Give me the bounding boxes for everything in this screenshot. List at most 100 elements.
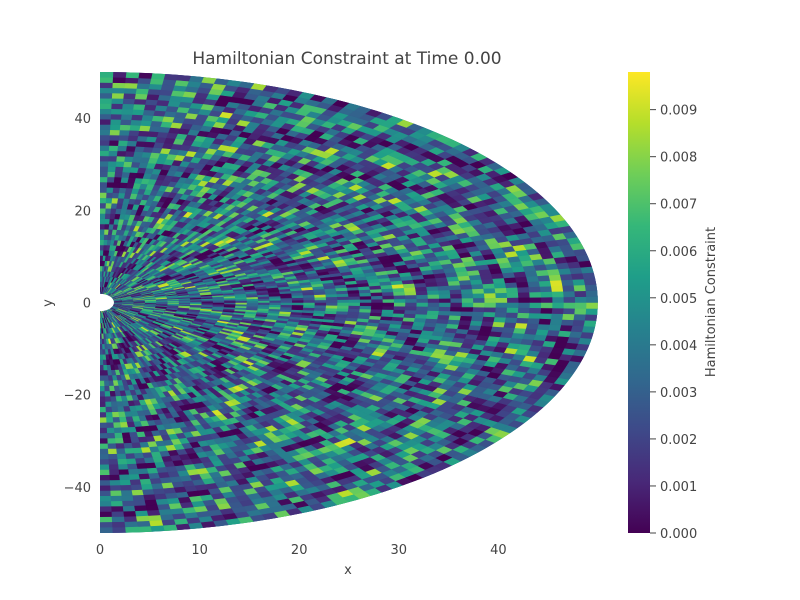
- heatmap-cell: [119, 182, 128, 189]
- heatmap-cell: [107, 438, 117, 445]
- heatmap-cell: [133, 500, 147, 507]
- heatmap-cell: [450, 306, 463, 312]
- heatmap-cell: [539, 285, 553, 293]
- heatmap-cell: [416, 298, 429, 303]
- heatmap-cell: [107, 165, 116, 173]
- heatmap-cell: [550, 285, 564, 292]
- heatmap-cell: [116, 448, 127, 455]
- heatmap-cell: [113, 176, 122, 183]
- heatmap-cell: [537, 274, 551, 282]
- heatmap-cell: [117, 192, 126, 199]
- heatmap-cell: [483, 292, 497, 299]
- heatmap-cell: [529, 296, 542, 303]
- heatmap-cell: [134, 93, 148, 100]
- heatmap-cell: [129, 166, 139, 174]
- heatmap-cell: [427, 302, 440, 307]
- heatmap-cell: [469, 320, 484, 327]
- heatmap-cell: [438, 289, 451, 295]
- heatmap-cell: [529, 291, 542, 298]
- heatmap-cell: [111, 516, 126, 523]
- heatmap-cell: [506, 292, 519, 298]
- heatmap-cell: [416, 305, 429, 311]
- heatmap-cell: [128, 129, 140, 137]
- heatmap-cell: [100, 155, 109, 162]
- heatmap-cell: [473, 297, 486, 303]
- heatmap-cell: [117, 458, 128, 466]
- heatmap-cell: [100, 454, 110, 461]
- heatmap-cell: [128, 468, 140, 476]
- heatmap-cell: [535, 328, 550, 336]
- heatmap-cell: [561, 319, 575, 326]
- heatmap-cell: [503, 321, 517, 329]
- heatmap-cell: [100, 501, 112, 508]
- heatmap-cell: [107, 155, 117, 162]
- heatmap-cell: [119, 479, 132, 486]
- heatmap-cell: [100, 417, 108, 424]
- heatmap-cell: [100, 286, 102, 293]
- heatmap-cell: [370, 305, 384, 310]
- heatmap-cell: [116, 150, 127, 157]
- heatmap-cell: [493, 282, 507, 289]
- heatmap-cell: [127, 463, 139, 470]
- heatmap-cell: [461, 293, 474, 299]
- heatmap-cell: [494, 311, 508, 318]
- heatmap-cell: [107, 160, 117, 167]
- heatmap-cell: [112, 411, 120, 418]
- heatmap-cell: [110, 103, 123, 110]
- heatmap-cell: [105, 401, 113, 408]
- heatmap-cell: [100, 422, 108, 429]
- heatmap-cell: [132, 494, 146, 502]
- heatmap-cell: [100, 364, 105, 371]
- heatmap-cell: [151, 483, 165, 490]
- heatmap-cell: [552, 302, 565, 309]
- heatmap-cell: [348, 298, 361, 303]
- heatmap-cell: [121, 103, 135, 110]
- heatmap-cell: [123, 87, 137, 94]
- heatmap-cell: [303, 302, 316, 306]
- heatmap-cell: [111, 192, 119, 199]
- heatmap-cell: [138, 473, 151, 480]
- heatmap-cell: [548, 324, 562, 331]
- heatmap-cell: [100, 144, 110, 151]
- heatmap-cell: [110, 197, 119, 204]
- heatmap-cell: [448, 314, 462, 321]
- heatmap-cell: [100, 427, 108, 434]
- heatmap-cell: [450, 293, 463, 299]
- heatmap-cell: [100, 516, 113, 523]
- heatmap-cell: [139, 478, 153, 486]
- heatmap-cell: [504, 316, 518, 324]
- heatmap-cell: [528, 312, 542, 319]
- heatmap-cell: [426, 310, 440, 316]
- heatmap-cell: [492, 321, 506, 328]
- heatmap-cell: [110, 108, 123, 115]
- heatmap-cell: [132, 103, 146, 111]
- heatmap-cell: [506, 297, 520, 303]
- heatmap-cell: [100, 464, 110, 471]
- heatmap-cell: [325, 302, 339, 306]
- heatmap-cell: [100, 433, 109, 440]
- heatmap-cell: [382, 298, 395, 303]
- heatmap-cell: [136, 515, 151, 523]
- heatmap-cell: [138, 125, 151, 132]
- heatmap-cell: [348, 302, 361, 307]
- heatmap-cell: [114, 166, 124, 173]
- heatmap-cell: [518, 302, 531, 309]
- heatmap-cell: [110, 490, 123, 497]
- heatmap-cell: [314, 299, 327, 303]
- heatmap-cell: [107, 443, 117, 450]
- heatmap-cell: [359, 302, 372, 307]
- heatmap-cell: [141, 151, 152, 158]
- heatmap-cell: [100, 406, 107, 413]
- heatmap-cell: [504, 281, 518, 289]
- heatmap-cell: [100, 490, 112, 497]
- heatmap-cell: [110, 97, 124, 105]
- heatmap-cell: [280, 302, 293, 306]
- heatmap-cell: [121, 166, 132, 173]
- heatmap-cell: [415, 309, 429, 315]
- heatmap-cell: [130, 484, 143, 491]
- heatmap-cell: [104, 218, 110, 225]
- heatmap-cell: [100, 118, 111, 125]
- heatmap-cell: [471, 288, 485, 294]
- heatmap-cell: [526, 275, 540, 283]
- heatmap-cell: [426, 289, 440, 295]
